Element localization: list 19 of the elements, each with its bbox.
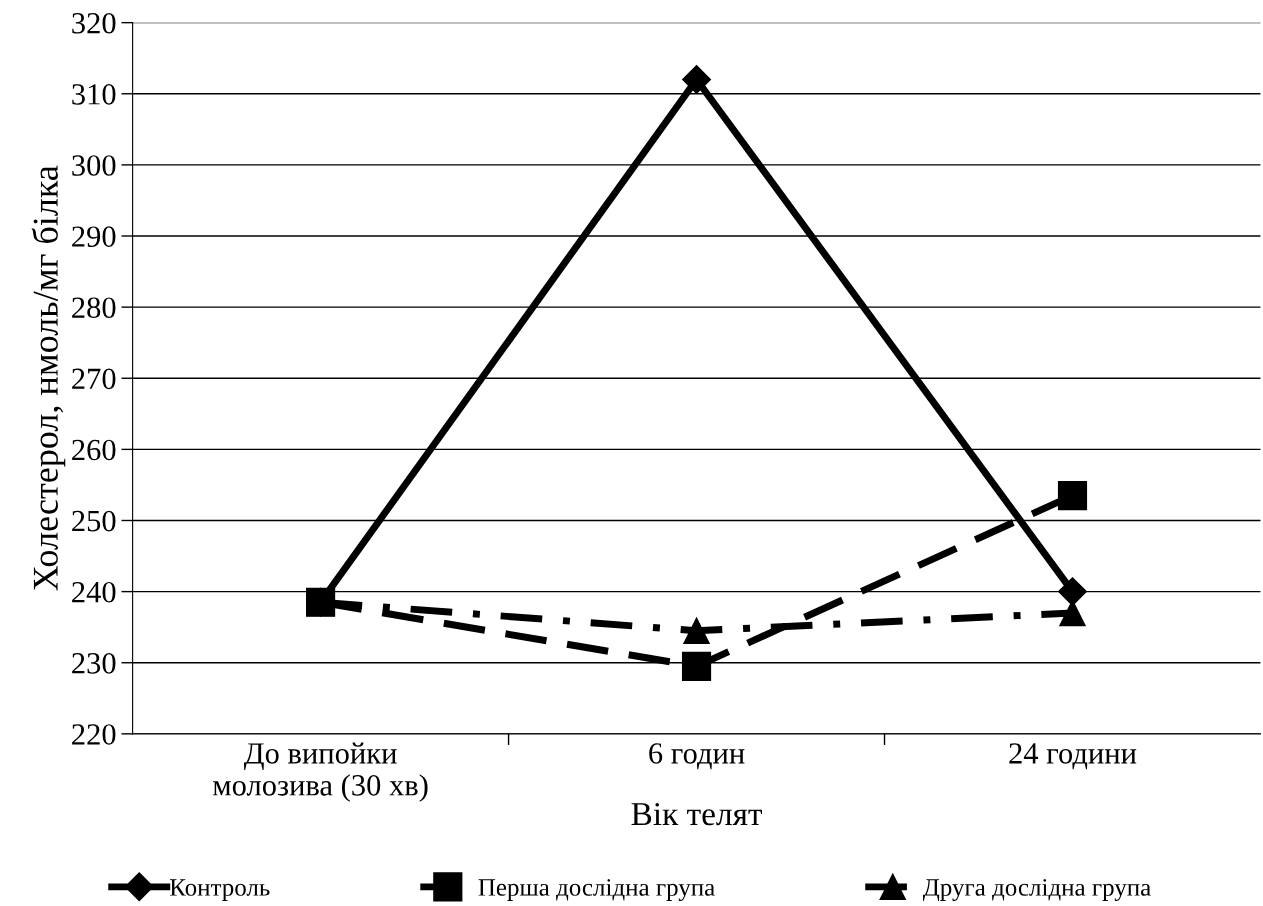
y-tick-label: 240 xyxy=(72,581,116,603)
x-tick-label: 24 години xyxy=(1009,743,1137,770)
y-tick-label: 250 xyxy=(72,510,116,532)
legend-label: Контроль xyxy=(169,879,270,901)
legend-label: Перша дослідна група xyxy=(478,879,715,901)
y-tick-label: 220 xyxy=(72,724,116,745)
y-tick-label: 320 xyxy=(72,12,116,34)
x-axis-title: Вік телят xyxy=(631,802,763,826)
y-tick-label: 280 xyxy=(72,297,116,319)
legend-label: Друга дослідна група xyxy=(922,879,1151,901)
y-tick-label: 270 xyxy=(72,368,116,390)
x-tick-label: 6 годин xyxy=(649,743,745,770)
y-tick-label: 290 xyxy=(72,226,116,247)
x-tick-label: До випойки молозива (30 хв) xyxy=(212,742,428,802)
y-tick-label: 310 xyxy=(72,84,116,105)
y-tick-label: 230 xyxy=(72,653,116,674)
y-tick-label: 300 xyxy=(72,155,116,176)
y-tick-label: 260 xyxy=(72,439,116,461)
y-axis-title: Холестерол, нмоль/мг білка xyxy=(31,165,66,591)
